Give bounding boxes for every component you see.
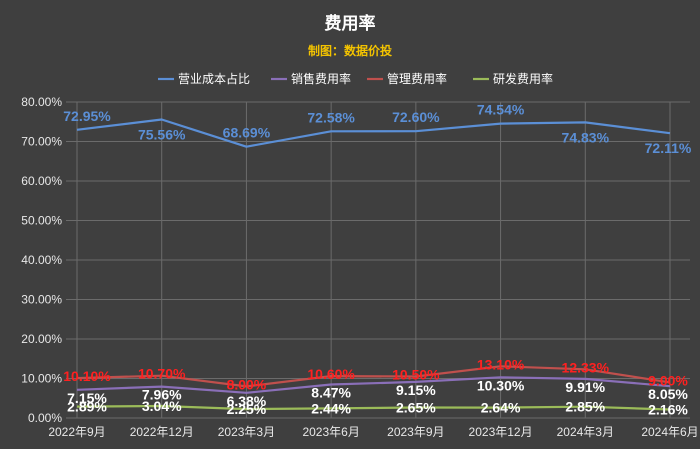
- x-tick-label: 2024年6月: [641, 425, 698, 439]
- data-label: 74.54%: [477, 102, 525, 118]
- data-label: 2.65%: [396, 400, 436, 416]
- legend-label: 管理费用率: [387, 71, 447, 86]
- y-tick-label: 60.00%: [21, 174, 62, 188]
- x-tick-label: 2024年3月: [557, 425, 614, 439]
- x-tick-label: 2023年12月: [469, 425, 533, 439]
- y-tick-label: 40.00%: [21, 253, 62, 267]
- data-label: 10.70%: [138, 366, 186, 382]
- legend-item-3: 研发费用率: [473, 71, 553, 86]
- data-label: 2.85%: [565, 399, 605, 415]
- data-label: 68.69%: [223, 125, 271, 141]
- data-label: 75.56%: [138, 127, 186, 143]
- series-lines: [76, 118, 671, 411]
- data-label: 8.00%: [227, 376, 267, 392]
- data-label: 12.33%: [562, 359, 610, 375]
- data-label: 3.04%: [142, 398, 182, 414]
- legend-item-2: 管理费用率: [367, 71, 447, 86]
- data-label: 72.60%: [392, 109, 440, 125]
- data-label: 2.64%: [481, 400, 521, 416]
- series-line-0: [76, 118, 671, 148]
- legend-label: 销售费用率: [291, 71, 351, 86]
- data-label: 2.16%: [648, 401, 688, 417]
- y-axis: 0.00% 10.00% 20.00% 30.00% 40.00% 50.00% 60.00…: [21, 95, 62, 425]
- x-axis: 2022年9月 2022年12月 2023年3月 2023年6月 2023年9月 2023…: [48, 425, 698, 439]
- data-label: 10.30%: [477, 377, 525, 393]
- data-label: 8.05%: [648, 386, 688, 402]
- data-label: 7.96%: [142, 387, 182, 403]
- x-tick-label: 2022年9月: [48, 425, 105, 439]
- y-tick-label: 20.00%: [21, 332, 62, 346]
- y-tick-label: 50.00%: [21, 214, 62, 228]
- series-line-3: [76, 404, 671, 411]
- y-tick-label: 30.00%: [21, 293, 62, 307]
- data-label: 10.50%: [392, 367, 440, 383]
- chart-subtitle: 制图：数据价投: [308, 43, 392, 58]
- data-label: 2.89%: [67, 399, 107, 415]
- data-label: 9.91%: [565, 379, 605, 395]
- data-label: 9.00%: [648, 372, 688, 388]
- data-label: 72.11%: [645, 140, 692, 156]
- data-label: 8.47%: [311, 385, 351, 401]
- data-label: 13.10%: [477, 356, 525, 372]
- series-line-1: [76, 376, 671, 394]
- legend: 营业成本占比 销售费用率 管理费用率 研发费用率: [158, 71, 553, 86]
- y-tick-label: 80.00%: [21, 95, 62, 109]
- legend-item-0: 营业成本占比: [158, 71, 250, 86]
- data-label: 72.95%: [63, 108, 111, 124]
- y-tick-label: 10.00%: [21, 372, 62, 386]
- data-label: 2.25%: [227, 401, 267, 417]
- data-label: 6.38%: [227, 393, 267, 409]
- data-label: 72.58%: [307, 109, 355, 125]
- legend-label: 研发费用率: [493, 71, 553, 86]
- x-tick-label: 2023年3月: [218, 425, 275, 439]
- y-tick-label: 0.00%: [28, 411, 62, 425]
- series-line-2: [76, 365, 671, 388]
- data-label: 10.10%: [63, 368, 111, 384]
- data-label: 7.15%: [67, 390, 107, 406]
- y-tick-label: 70.00%: [21, 135, 62, 149]
- x-tick-label: 2023年6月: [302, 425, 359, 439]
- data-labels: 72.95% 75.56% 68.69% 72.58% 72.60% 74.54% 74.8…: [63, 102, 692, 418]
- legend-label: 营业成本占比: [178, 71, 250, 86]
- x-tick-label: 2023年9月: [387, 425, 444, 439]
- chart-title: 费用率: [325, 13, 376, 34]
- data-label: 10.60%: [307, 366, 355, 382]
- data-label: 74.83%: [562, 129, 610, 145]
- data-label: 9.15%: [396, 382, 436, 398]
- grid: [66, 101, 690, 419]
- x-tick-label: 2022年12月: [130, 425, 194, 439]
- legend-item-1: 销售费用率: [271, 71, 351, 86]
- data-label: 2.44%: [311, 400, 351, 416]
